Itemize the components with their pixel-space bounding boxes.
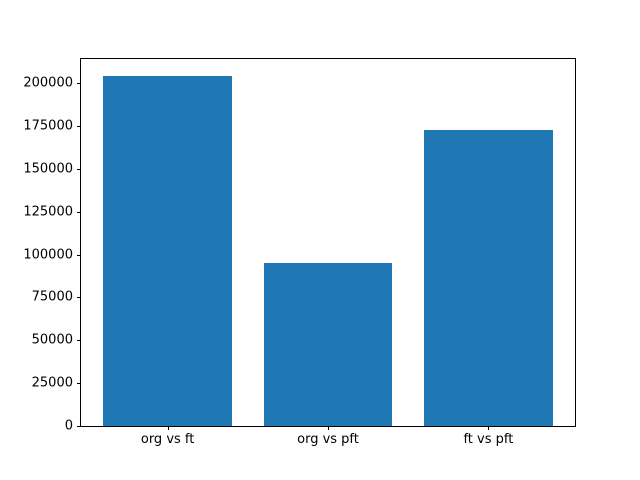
bar-org-vs-pft xyxy=(263,263,393,426)
y-tick-mark xyxy=(77,126,81,128)
y-tick-mark xyxy=(77,340,81,342)
y-tick-label: 200000 xyxy=(23,75,73,91)
y-tick-mark xyxy=(77,168,81,170)
y-tick-mark xyxy=(77,426,81,427)
plot-area: 0 25000 50000 75000 100000 125000 150000 175000… xyxy=(23,58,576,446)
bar-org-vs-ft xyxy=(103,76,232,426)
x-tick-mark xyxy=(328,426,329,430)
y-tick-mark xyxy=(77,383,81,385)
x-tick-mark xyxy=(488,426,490,430)
y-tick-label: 75000 xyxy=(31,289,73,305)
y-tick-mark xyxy=(77,83,81,85)
x-tick-label: ft vs pft xyxy=(463,432,514,447)
x-tick-label: org vs pft xyxy=(297,432,359,447)
y-tick-label: 100000 xyxy=(23,247,73,263)
x-tick-mark xyxy=(167,426,169,430)
y-tick-label: 150000 xyxy=(23,161,73,177)
x-tick-label: org vs ft xyxy=(140,432,195,447)
y-tick-label: 25000 xyxy=(31,375,73,391)
y-tick-mark xyxy=(77,211,81,213)
bar-ft-vs-pft xyxy=(424,129,553,426)
y-tick-mark xyxy=(77,297,81,299)
y-tick-label: 175000 xyxy=(23,118,73,134)
y-tick-label: 0 xyxy=(64,418,73,434)
y-tick-label: 125000 xyxy=(23,204,73,220)
y-tick-mark xyxy=(77,254,81,256)
y-tick-label: 50000 xyxy=(31,332,73,348)
